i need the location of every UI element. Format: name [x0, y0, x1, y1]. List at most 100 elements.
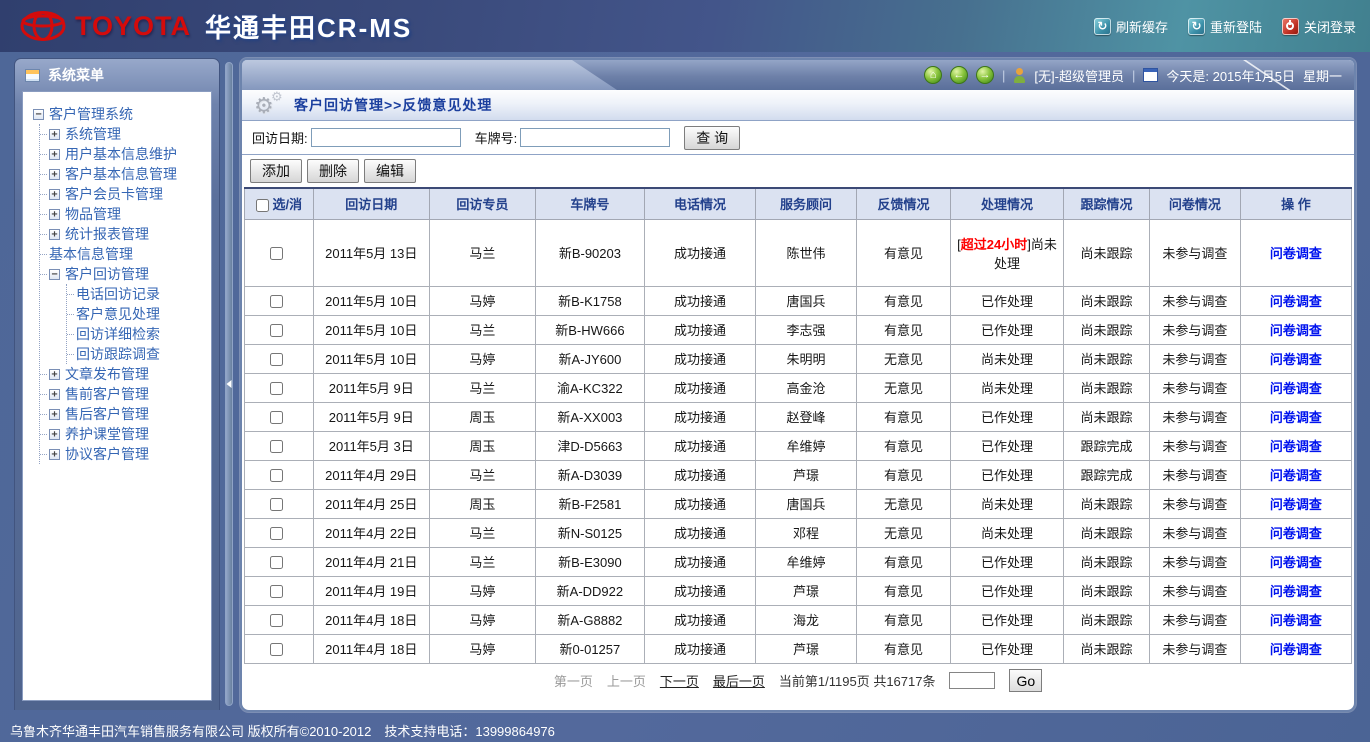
row-checkbox[interactable] [270, 295, 284, 309]
prev-page-link[interactable]: 上一页 [606, 674, 646, 689]
collapse-left-icon[interactable] [226, 380, 232, 388]
collapse-box-icon[interactable]: − [33, 108, 44, 120]
row-checkbox[interactable] [270, 411, 284, 425]
expand-box-icon[interactable]: + [49, 448, 60, 460]
goto-page-input[interactable] [949, 672, 996, 689]
cell-track: 尚未跟踪 [1063, 604, 1150, 635]
action-button-2[interactable]: 编辑 [364, 159, 416, 183]
row-checkbox[interactable] [270, 527, 284, 541]
tree-subitem-3[interactable]: 回访跟踪调查 [67, 344, 207, 364]
expand-box-icon[interactable]: + [49, 188, 60, 200]
expand-box-icon[interactable]: + [49, 428, 60, 440]
cell-process: 已作处理 [949, 575, 1065, 606]
row-checkbox[interactable] [270, 614, 284, 628]
action-button-1[interactable]: 删除 [307, 159, 359, 183]
survey-link[interactable]: 问卷调查 [1269, 526, 1322, 541]
tree-item-7[interactable]: − 客户回访管理 [40, 264, 207, 284]
survey-link[interactable]: 问卷调查 [1269, 410, 1322, 425]
survey-link[interactable]: 问卷调查 [1269, 613, 1322, 628]
table-row: 2011年5月 10日 马兰 新B-HW666 成功接通 李志强 有意见 已作处理 尚未跟踪未… [244, 314, 1353, 345]
tree-subitem-1[interactable]: 客户意见处理 [67, 304, 207, 324]
back-icon[interactable]: ← [950, 66, 969, 84]
survey-link[interactable]: 问卷调查 [1269, 497, 1322, 512]
collapse-box-icon[interactable]: − [49, 268, 60, 280]
expand-box-icon[interactable]: + [49, 388, 60, 400]
last-page-link[interactable]: 最后一页 [712, 674, 765, 689]
survey-link[interactable]: 问卷调查 [1269, 642, 1322, 657]
tree-item-label: 用户基本信息维护 [65, 146, 177, 162]
tree-item-0[interactable]: + 系统管理 [40, 124, 207, 144]
survey-link[interactable]: 问卷调查 [1269, 246, 1322, 261]
cell-process: 已作处理 [949, 604, 1065, 635]
row-checkbox[interactable] [270, 643, 284, 657]
tree-item-2[interactable]: + 客户基本信息管理 [40, 164, 207, 184]
expand-box-icon[interactable]: + [49, 208, 60, 220]
survey-link[interactable]: 问卷调查 [1269, 584, 1322, 599]
cell-advisor: 牟维婷 [755, 430, 858, 461]
go-button[interactable]: Go [1009, 669, 1043, 692]
expand-box-icon[interactable]: + [49, 148, 60, 160]
action-button-0[interactable]: 添加 [250, 159, 302, 183]
cell-action: 问卷调查 [1239, 401, 1353, 432]
cell-plate: 新A-JY600 [534, 343, 645, 374]
tree-item-10[interactable]: + 售后客户管理 [40, 404, 207, 424]
row-checkbox[interactable] [270, 585, 284, 599]
forward-icon[interactable]: → [976, 66, 995, 84]
tree-item-8[interactable]: + 文章发布管理 [40, 364, 207, 384]
cell-action: 问卷调查 [1239, 343, 1353, 374]
survey-link[interactable]: 问卷调查 [1269, 555, 1322, 570]
survey-link[interactable]: 问卷调查 [1269, 381, 1322, 396]
top-action-1[interactable]: ↻ 重新登陆 [1187, 17, 1262, 36]
expand-box-icon[interactable]: + [49, 408, 60, 420]
row-checkbox[interactable] [270, 324, 284, 338]
survey-link[interactable]: 问卷调查 [1269, 294, 1322, 309]
tree-item-1[interactable]: + 用户基本信息维护 [40, 144, 207, 164]
row-checkbox[interactable] [270, 247, 284, 261]
top-action-2[interactable]: 关闭登录 [1281, 17, 1356, 36]
expand-box-icon[interactable]: + [49, 228, 60, 240]
cell-track: 尚未跟踪 [1063, 285, 1150, 316]
row-checkbox[interactable] [270, 469, 284, 483]
tree-item-5[interactable]: + 统计报表管理 [40, 224, 207, 244]
tree-item-6[interactable]: 基本信息管理 [40, 244, 207, 264]
cell-action: 问卷调查 [1239, 575, 1353, 606]
refresh-icon: ↻ [1187, 17, 1205, 35]
survey-link[interactable]: 问卷调查 [1269, 439, 1322, 454]
next-page-link[interactable]: 下一页 [659, 674, 699, 689]
top-action-label: 重新登陆 [1209, 19, 1262, 35]
tree-item-11[interactable]: + 养护课堂管理 [40, 424, 207, 444]
tree-item-3[interactable]: + 客户会员卡管理 [40, 184, 207, 204]
tree-subitem-0[interactable]: 电话回访记录 [67, 284, 207, 304]
expand-box-icon[interactable]: + [49, 368, 60, 380]
plate-input[interactable] [520, 128, 671, 147]
tree-item-4[interactable]: + 物品管理 [40, 204, 207, 224]
row-checkbox[interactable] [270, 556, 284, 570]
tree-item-9[interactable]: + 售前客户管理 [40, 384, 207, 404]
select-all-checkbox[interactable] [255, 199, 269, 213]
expand-box-icon[interactable]: + [49, 128, 60, 140]
tree-item-label: 文章发布管理 [65, 366, 149, 382]
survey-link[interactable]: 问卷调查 [1269, 323, 1322, 338]
expand-box-icon[interactable]: + [49, 168, 60, 180]
row-checkbox[interactable] [270, 382, 284, 396]
first-page-link[interactable]: 第一页 [553, 674, 593, 689]
tree-item-label: 统计报表管理 [65, 226, 149, 242]
survey-link[interactable]: 问卷调查 [1269, 468, 1322, 483]
home-icon[interactable]: ⌂ [924, 66, 943, 84]
cell-phone: 成功接通 [643, 517, 757, 548]
cell-track: 尚未跟踪 [1063, 546, 1150, 577]
tree-root[interactable]: − 客户管理系统 [33, 104, 207, 124]
tree-item-12[interactable]: + 协议客户管理 [40, 444, 207, 464]
top-action-0[interactable]: ↻ 刷新缓存 [1093, 17, 1168, 36]
row-checkbox[interactable] [270, 440, 284, 454]
splitter-track[interactable] [225, 62, 233, 706]
sidebar-splitter[interactable] [222, 62, 236, 706]
visit-date-input[interactable] [310, 128, 461, 147]
cell-track: 尚未跟踪 [1063, 343, 1150, 374]
tree-subitem-2[interactable]: 回访详细检索 [67, 324, 207, 344]
survey-link[interactable]: 问卷调查 [1269, 352, 1322, 367]
row-checkbox[interactable] [270, 498, 284, 512]
row-checkbox[interactable] [270, 353, 284, 367]
cell-date: 2011年4月 18日 [312, 604, 430, 635]
search-button[interactable]: 查 询 [684, 125, 741, 150]
